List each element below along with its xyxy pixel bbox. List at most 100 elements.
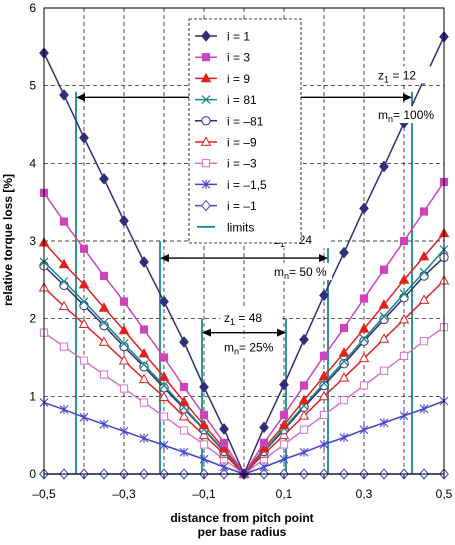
- data-point: [279, 378, 289, 391]
- data-point: [419, 267, 429, 277]
- data-point: [419, 337, 429, 346]
- data-point: [339, 396, 349, 405]
- data-point-stroke: [399, 289, 409, 299]
- x-axis-label-line2: per base radius: [198, 525, 287, 539]
- data-point: [99, 419, 109, 429]
- data-point: [219, 423, 229, 435]
- annotation-m-text: mn= 100%: [378, 108, 434, 124]
- annotation-m-main: m: [224, 340, 234, 354]
- y-axis-label: relative torque loss [%]: [1, 174, 15, 306]
- annotation-m-rest: = 25%: [239, 340, 274, 354]
- data-point: [201, 179, 211, 189]
- data-point: [139, 362, 149, 372]
- data-point: [319, 380, 329, 391]
- legend-label: i = 81: [227, 93, 257, 107]
- data-point: [318, 370, 330, 381]
- y-tick-label: 0: [29, 467, 36, 481]
- data-point: [398, 274, 410, 284]
- annotation-z-rest: = 12: [389, 68, 416, 82]
- data-point: [259, 438, 269, 448]
- data-point: [58, 300, 70, 311]
- annotation-m-rest: = 100%: [393, 108, 434, 122]
- data-point: [278, 419, 290, 429]
- data-point: [199, 410, 209, 420]
- y-tick-label: 4: [29, 156, 36, 170]
- data-point-stroke: [79, 297, 89, 307]
- data-point: [299, 447, 309, 457]
- annotation-m-text: mn= 25%: [224, 340, 274, 356]
- data-point: [198, 419, 210, 429]
- data-point: [201, 116, 211, 126]
- data-point: [339, 359, 349, 369]
- data-point: [279, 454, 289, 464]
- x-axis-label-line1: distance from pitch point: [170, 511, 313, 525]
- data-point: [359, 334, 369, 344]
- data-point: [359, 336, 369, 346]
- data-point: [59, 276, 69, 286]
- annotation-m-main: m: [274, 265, 284, 279]
- data-point: [218, 442, 230, 453]
- data-point: [418, 250, 430, 261]
- data-point: [159, 383, 169, 393]
- data-point-stroke: [119, 339, 129, 348]
- legend-label: i = 3: [227, 51, 250, 65]
- data-point-stroke: [201, 95, 211, 105]
- data-point: [299, 381, 309, 390]
- data-point: [201, 30, 211, 42]
- data-point: [59, 89, 69, 101]
- data-point: [258, 442, 270, 453]
- data-point-stroke: [379, 311, 389, 321]
- data-point: [219, 462, 229, 472]
- data-point: [378, 299, 390, 309]
- data-point: [319, 410, 329, 420]
- data-point: [159, 353, 169, 362]
- data-point: [178, 410, 190, 421]
- data-point: [339, 246, 349, 259]
- data-point: [338, 372, 350, 382]
- data-point: [279, 410, 289, 420]
- data-point-stroke: [359, 334, 369, 344]
- annotation-z-text: z1 = 12: [378, 68, 416, 84]
- annotation-bg: [374, 106, 436, 124]
- series-7: [39, 396, 449, 479]
- data-point: [299, 333, 309, 346]
- axis-layer: –0,5 –0,3 –0,1 0,1 0,3 0,5 0 1 2 3 4 5 6: [29, 1, 452, 501]
- data-point: [79, 297, 89, 307]
- arrow-head-right: [403, 93, 412, 102]
- series-1: [39, 177, 449, 479]
- data-point: [158, 391, 170, 402]
- data-point: [339, 323, 349, 333]
- data-point: [298, 394, 310, 405]
- annotation-m-sub: n: [388, 114, 393, 124]
- arrow-head-right: [319, 254, 328, 263]
- data-point: [399, 289, 409, 299]
- x-tick-label: –0,3: [112, 487, 136, 501]
- legend-label: i = –81: [227, 114, 264, 128]
- legend-item: i = 1: [195, 30, 250, 44]
- data-point: [318, 390, 330, 401]
- data-point: [178, 396, 190, 406]
- legend-item: i = –1: [195, 199, 257, 213]
- annotation-0: z1 = 12 mn= 100%: [76, 66, 436, 124]
- data-point: [138, 347, 150, 358]
- x-tick-label: 0,5: [436, 487, 453, 501]
- legend-label: i = –1: [227, 199, 257, 213]
- y-tick-label: 6: [29, 1, 36, 15]
- data-point-stroke: [319, 378, 329, 388]
- data-point: [179, 447, 189, 457]
- annotation-z-rest: = 48: [235, 311, 262, 325]
- annotation-m-sub: n: [284, 271, 289, 281]
- data-point: [158, 371, 170, 381]
- data-point: [200, 72, 212, 83]
- data-point: [118, 354, 130, 365]
- data-point: [179, 382, 189, 392]
- data-point: [179, 336, 189, 348]
- data-point: [78, 318, 90, 329]
- arrow-head-left: [76, 93, 85, 102]
- data-point: [279, 440, 289, 449]
- y-tick-label: 2: [29, 312, 36, 326]
- legend-item: i = 81: [195, 93, 257, 107]
- annotation-bg: [270, 262, 332, 280]
- data-point: [179, 426, 189, 435]
